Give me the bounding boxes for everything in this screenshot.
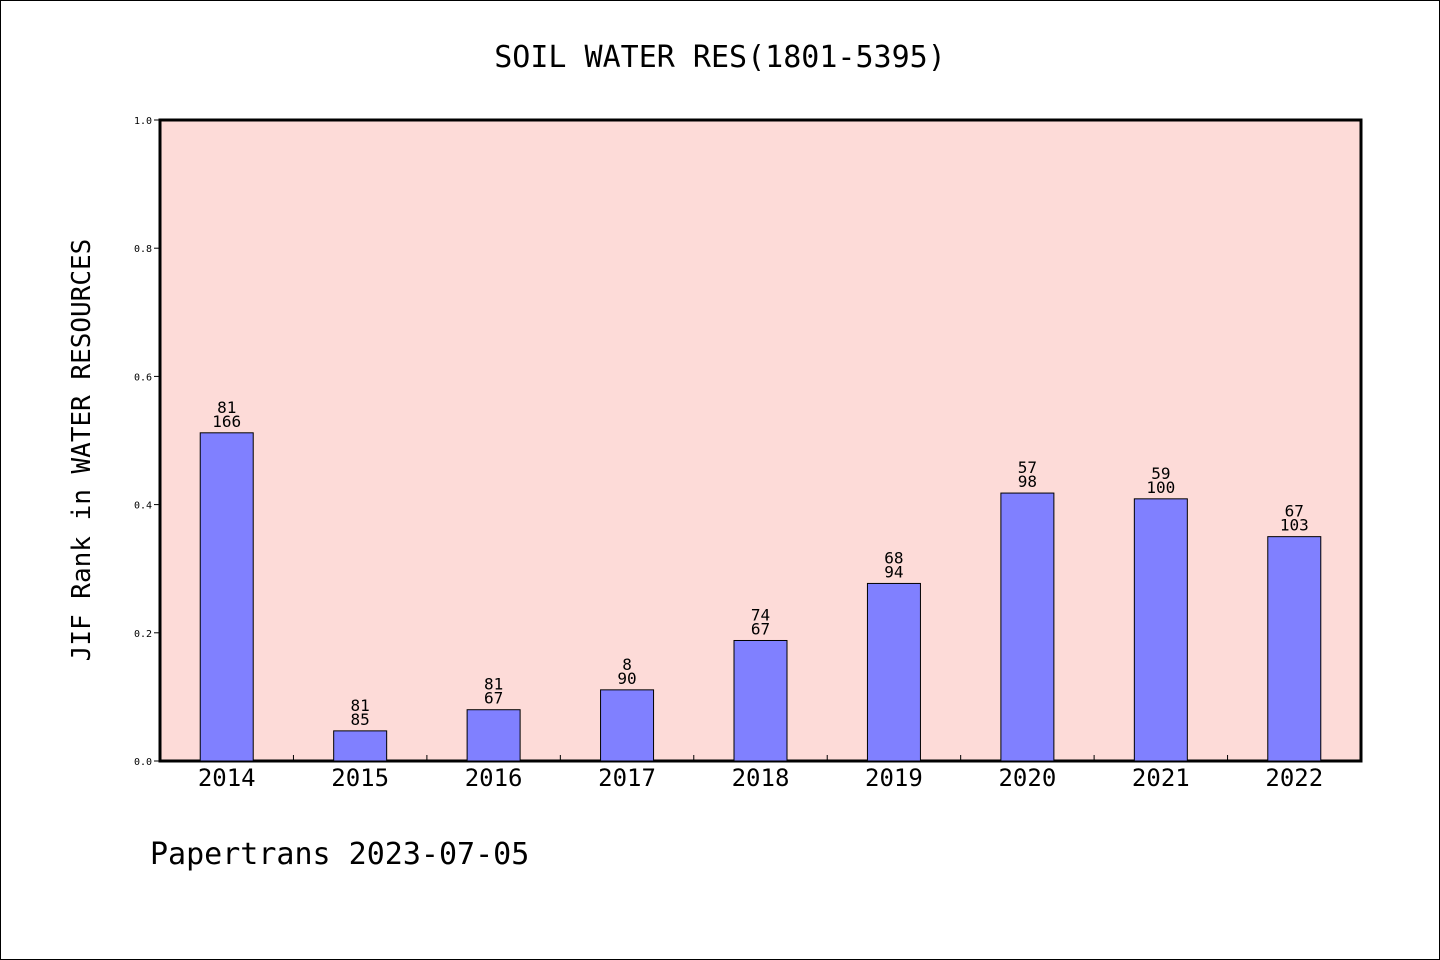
bar-total-label: 100 bbox=[1146, 478, 1175, 497]
y-tick-label: 0.0 bbox=[134, 757, 152, 768]
y-tick-label: 0.4 bbox=[134, 501, 152, 512]
bar-2018 bbox=[733, 639, 788, 762]
y-axis: 0.0 0.2 0.4 0.6 0.8 1.0 bbox=[134, 116, 160, 768]
x-tick-label: 2020 bbox=[998, 764, 1056, 792]
bar-total-label: 90 bbox=[617, 669, 636, 688]
bar-2021 bbox=[1133, 498, 1188, 762]
bar-total-label: 103 bbox=[1280, 516, 1309, 535]
bar-2019 bbox=[866, 582, 921, 762]
x-tick-label: 2019 bbox=[865, 764, 923, 792]
x-tick-label: 2018 bbox=[732, 764, 790, 792]
bar-2014 bbox=[199, 432, 254, 762]
chart-title: SOIL WATER RES(1801-5395) bbox=[494, 40, 946, 75]
bar-total-label: 67 bbox=[484, 689, 503, 708]
bar-rank-label: 81 bbox=[217, 398, 236, 417]
bar-2015 bbox=[333, 730, 388, 762]
bar-rank-label: 81 bbox=[484, 675, 503, 694]
y-tick-label: 0.2 bbox=[134, 629, 152, 640]
bar-2016 bbox=[466, 709, 521, 762]
y-tick-label: 0.6 bbox=[134, 372, 152, 383]
bar-total-label: 166 bbox=[212, 412, 241, 431]
x-axis: 2014 2015 2016 2017 2018 2019 2020 2021 2022 bbox=[198, 755, 1323, 792]
y-axis-label: JIF Rank in WATER RESOURCES bbox=[67, 239, 97, 662]
footer-text: Papertrans 2023-07-05 bbox=[150, 837, 529, 872]
y-tick-label: 0.8 bbox=[134, 244, 152, 255]
bar-rank-label: 68 bbox=[884, 548, 903, 567]
bar-total-label: 67 bbox=[751, 619, 770, 638]
x-tick-label: 2021 bbox=[1132, 764, 1190, 792]
bar-2017 bbox=[600, 689, 655, 762]
x-tick-label: 2014 bbox=[198, 764, 256, 792]
bar-total-label: 94 bbox=[884, 562, 903, 581]
bar-2020 bbox=[1000, 492, 1055, 762]
y-tick-label: 1.0 bbox=[134, 116, 152, 127]
bar-rank-label: 67 bbox=[1285, 502, 1304, 521]
x-tick-label: 2022 bbox=[1265, 764, 1323, 792]
bar-rank-label: 8 bbox=[622, 655, 632, 674]
x-tick-label: 2017 bbox=[598, 764, 656, 792]
bar-rank-label: 57 bbox=[1018, 458, 1037, 477]
bar-rank-label: 81 bbox=[351, 696, 370, 715]
bar-rank-label: 59 bbox=[1151, 464, 1170, 483]
bar-rank-label: 74 bbox=[751, 605, 770, 624]
x-tick-label: 2015 bbox=[331, 764, 389, 792]
x-tick-label: 2016 bbox=[465, 764, 523, 792]
bar-total-label: 85 bbox=[351, 710, 370, 729]
bar-2022 bbox=[1267, 536, 1322, 762]
bars bbox=[199, 432, 1322, 762]
bar-total-label: 98 bbox=[1018, 472, 1037, 491]
